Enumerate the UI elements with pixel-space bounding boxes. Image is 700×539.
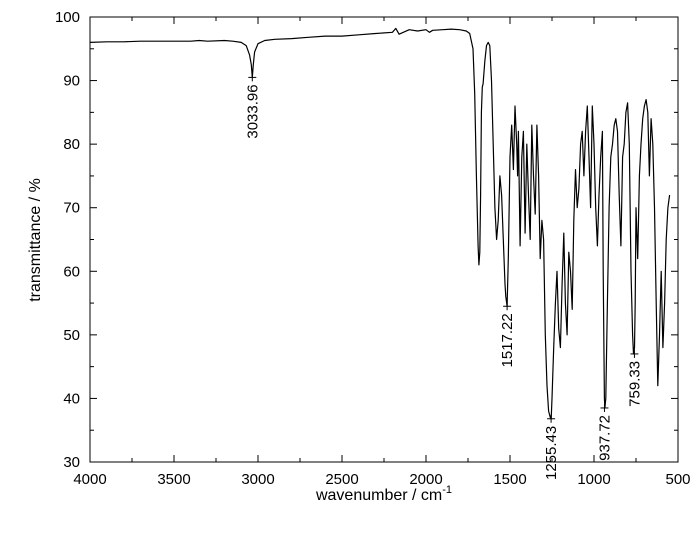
y-tick-label: 90 xyxy=(63,73,80,90)
spectrum-line xyxy=(89,27,671,420)
y-tick-label: 70 xyxy=(63,200,80,217)
peak-label: 1255.43 xyxy=(543,426,560,480)
y-tick-label: 80 xyxy=(63,136,80,153)
x-tick-label: 3000 xyxy=(241,471,274,488)
peak-label: 759.33 xyxy=(626,361,643,407)
y-tick-label: 60 xyxy=(63,263,80,280)
x-tick-label: 4000 xyxy=(73,471,106,488)
y-axis-title: transmittance / % xyxy=(27,178,44,302)
peak-label: 1517.22 xyxy=(499,313,516,367)
x-tick-label: 1000 xyxy=(577,471,610,488)
x-tick-label: 1500 xyxy=(493,471,526,488)
x-axis-title-superscript: -1 xyxy=(442,484,452,496)
y-tick-label: 30 xyxy=(63,454,80,471)
y-tick-label: 40 xyxy=(63,390,80,407)
peak-label: 937.72 xyxy=(596,415,613,461)
y-tick-label: 50 xyxy=(63,327,80,344)
axis-tick-labels: 4000 3500 3000 2500 2000 1500 1000 500 30 40 50 60 7… xyxy=(55,9,691,488)
x-tick-label: 2500 xyxy=(325,471,358,488)
peak-label: 3033.96 xyxy=(244,84,261,138)
x-tick-label: 2000 xyxy=(409,471,442,488)
y-tick-label: 100 xyxy=(55,9,80,26)
plot-frame xyxy=(89,16,679,463)
x-tick-label: 500 xyxy=(665,471,690,488)
peak-annotations: 3033.96 1517.22 1255.43 937.72 759.33 xyxy=(244,73,643,480)
x-axis-title: wavenumber / cm-1 xyxy=(315,484,452,504)
axis-ticks xyxy=(89,16,679,463)
x-tick-label: 3500 xyxy=(157,471,190,488)
x-axis-title-main: wavenumber / cm xyxy=(315,487,442,504)
